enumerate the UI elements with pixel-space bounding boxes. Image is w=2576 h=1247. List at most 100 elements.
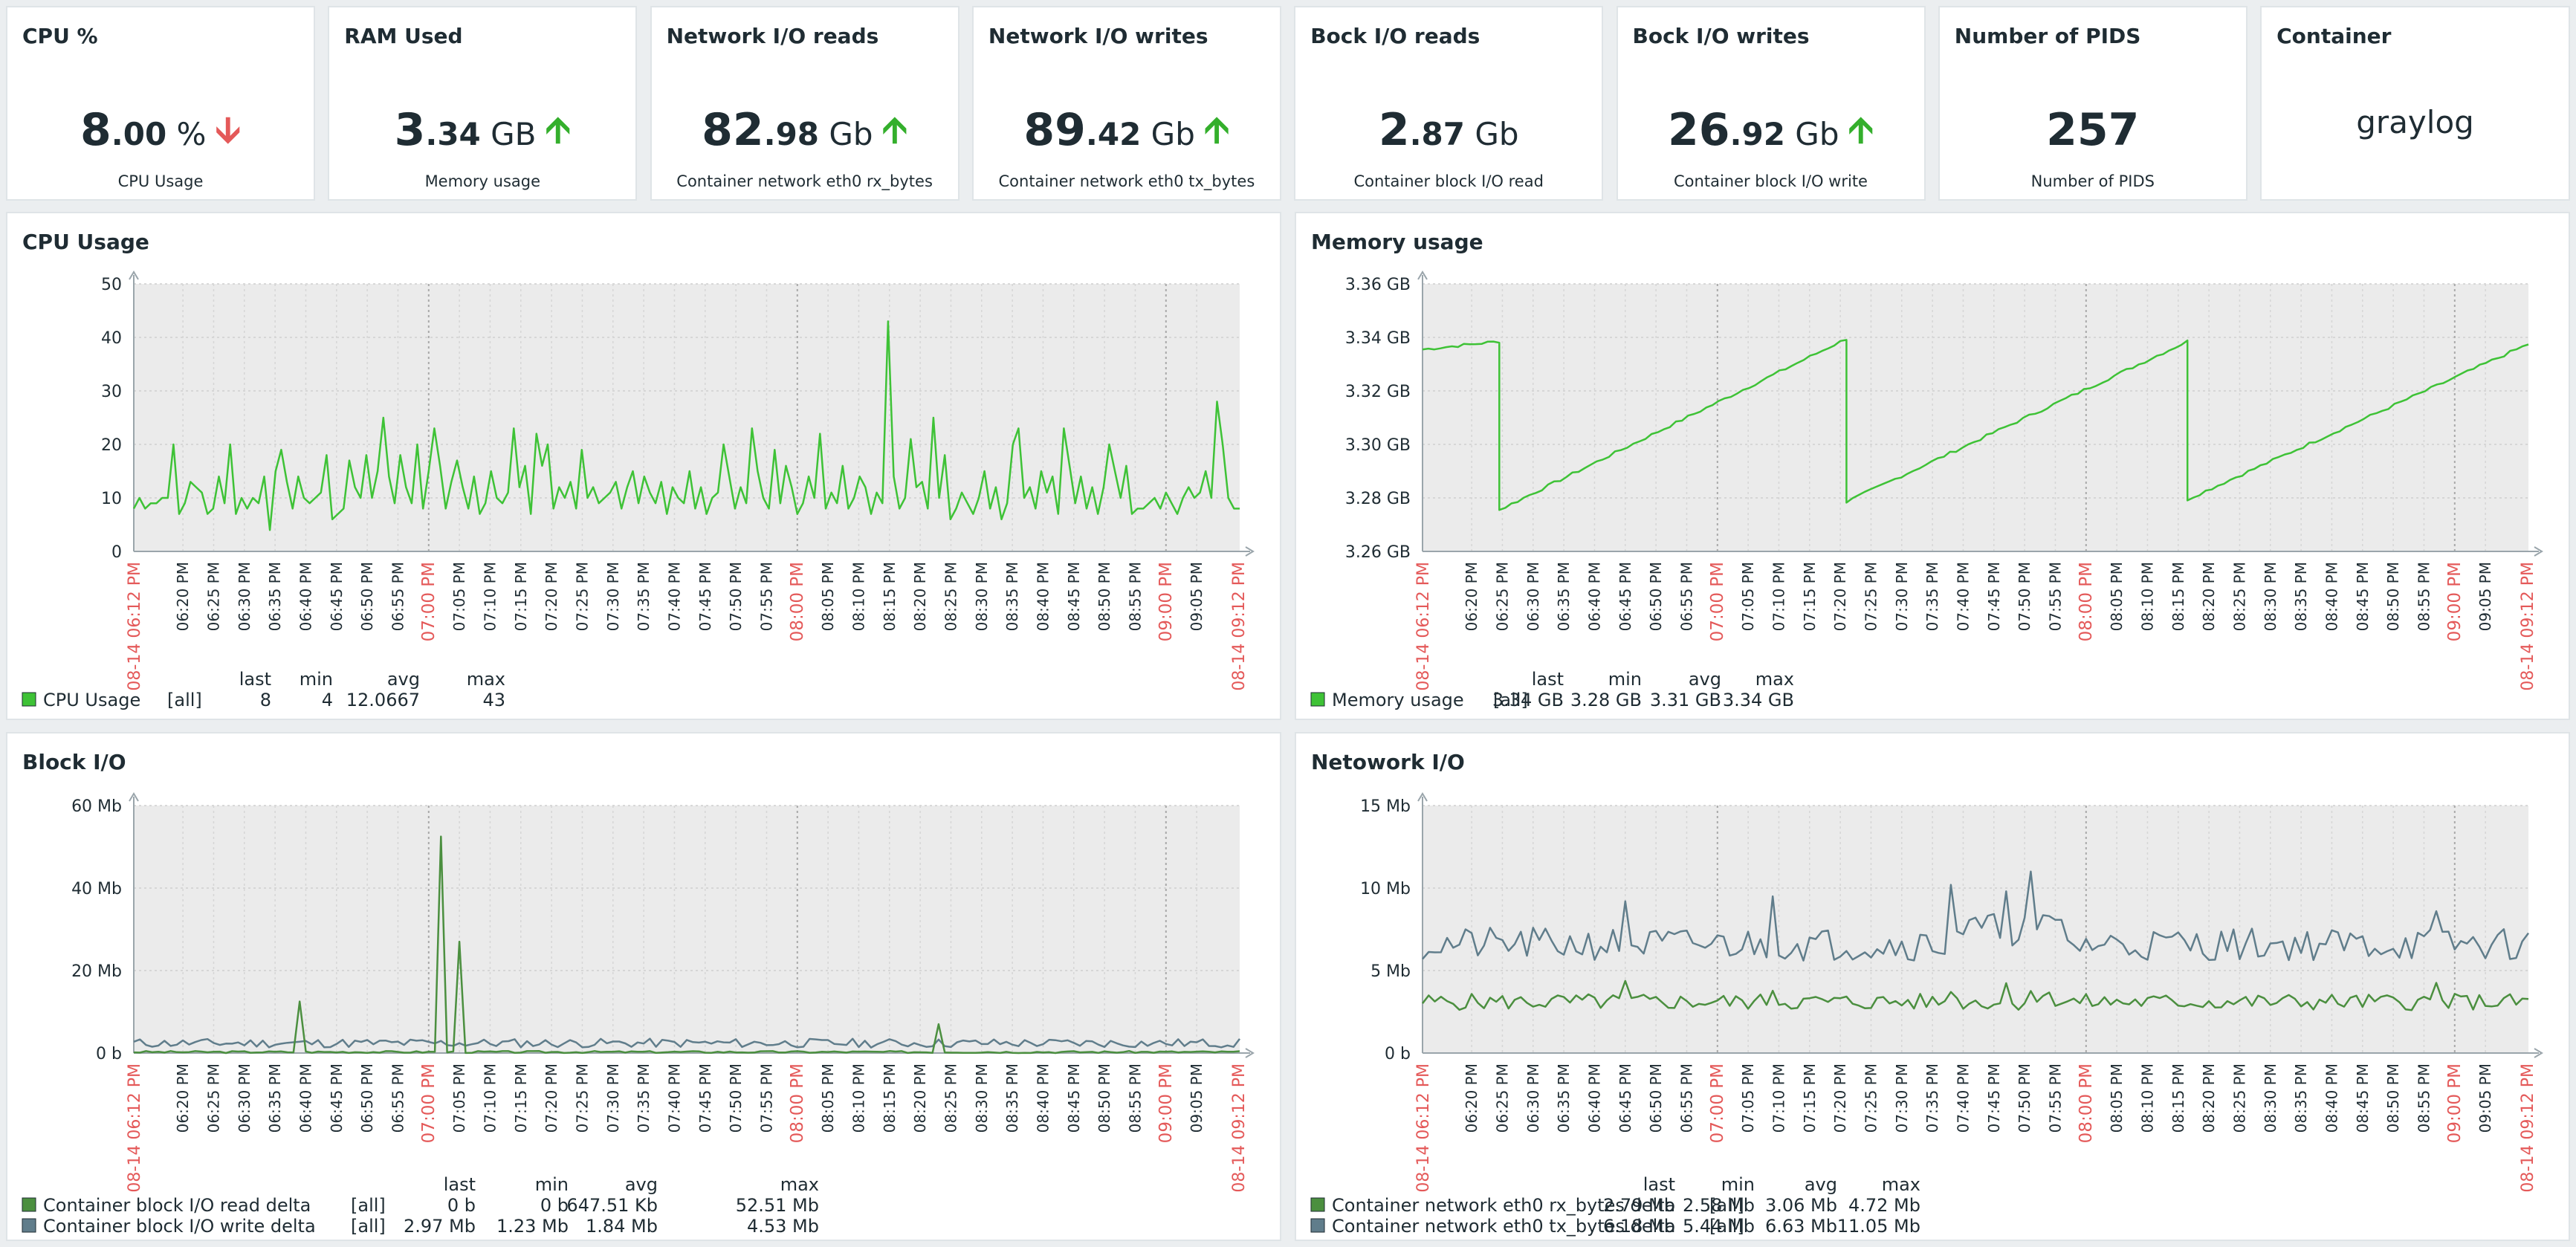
x-tick-label: 07:20 PM: [1831, 1063, 1849, 1133]
x-tick-label: 07:35 PM: [1923, 562, 1941, 631]
x-tick-label: 07:05 PM: [450, 1063, 468, 1133]
x-end-label: 08-14 09:12 PM: [1230, 562, 1249, 691]
legend-agg: [all]: [167, 690, 202, 710]
x-tick-label: 08:40 PM: [2323, 562, 2340, 631]
stat-widget-description: Number of PIDS: [2030, 172, 2155, 190]
x-tick-label: 08:25 PM: [942, 1063, 959, 1133]
y-tick-label: 3.32 GB: [1345, 383, 1411, 401]
legend-series-name: CPU Usage: [43, 690, 140, 710]
stat-unit: Gb: [1141, 116, 1195, 152]
stat-widget-title: Number of PIDS: [1954, 24, 2141, 48]
network-io-graph-card: Netowork I/O 0 b 5 Mb 10 Mb 15 Mb 08-14 06:1…: [1295, 732, 2570, 1241]
x-tick-label: 09:05 PM: [1188, 1063, 1206, 1133]
legend-stat-value: 52.51 Mb: [736, 1195, 819, 1216]
x-tick-label: 07:55 PM: [2046, 1063, 2064, 1133]
x-tick-label: 08:55 PM: [2415, 1063, 2433, 1133]
legend-stat-value: 1.23 Mb: [496, 1216, 569, 1237]
legend-header: min: [535, 1174, 569, 1195]
y-tick-label: 5 Mb: [1370, 962, 1411, 981]
y-tick-label: 20: [101, 436, 122, 455]
x-tick-label: 08:15 PM: [2169, 1063, 2187, 1133]
stat-widget: Number of PIDS 257 Number of PIDS: [1938, 6, 2247, 201]
legend-swatch: [1310, 1218, 1325, 1233]
trend-up-arrow-icon: 🡩: [1203, 109, 1230, 151]
x-tick-label: 08:45 PM: [2354, 1063, 2372, 1133]
x-axis-arrow-icon: [1245, 546, 1255, 557]
x-tick-label: 06:35 PM: [266, 562, 284, 631]
x-tick-label: 07:55 PM: [757, 562, 775, 631]
y-tick-label: 0 b: [1385, 1045, 1411, 1063]
x-tick-label: 07:45 PM: [1985, 1063, 2003, 1133]
legend-stat-value: 2.79 Mb: [1603, 1195, 1675, 1216]
stat-integer-part: 89: [1023, 104, 1086, 156]
cpu-usage-chart[interactable]: 0 10 20 30 40 50 08-14 06:12 PM 06:20 PM 06:25 P…: [7, 213, 1283, 722]
x-tick-label: 06:50 PM: [1647, 562, 1665, 631]
stat-widget-title: CPU %: [22, 24, 98, 48]
stat-widget: Bock I/O writes 26.92 Gb 🡩 Container block …: [1616, 6, 1926, 201]
x-tick-label: 07:30 PM: [604, 562, 622, 631]
x-tick-label: 06:45 PM: [1617, 562, 1634, 631]
x-tick-label: 07:15 PM: [512, 1063, 530, 1133]
memory-usage-graph-card: Memory usage 3.26 GB 3.28 GB 3.30 GB 3.32 G…: [1295, 212, 2570, 720]
stat-unit: GB: [480, 116, 537, 152]
x-end-label: 08-14 09:12 PM: [2519, 562, 2537, 691]
legend-stat-value: 43: [482, 690, 505, 710]
x-tick-label: 06:25 PM: [204, 562, 222, 631]
x-tick-label: 09:05 PM: [2476, 562, 2494, 631]
x-tick-label: 06:25 PM: [1493, 1063, 1511, 1133]
x-tick-label: 08:00 PM: [788, 1063, 807, 1143]
x-tick-label: 06:45 PM: [328, 562, 346, 631]
x-tick-label: 07:00 PM: [419, 562, 438, 641]
legend-header: last: [1532, 669, 1564, 690]
x-tick-label: 08:10 PM: [850, 562, 867, 631]
stat-widget: Bock I/O reads 2.87 Gb Container block I/O…: [1294, 6, 1604, 201]
x-tick-label: 08:10 PM: [850, 1063, 867, 1133]
legend-header: min: [1608, 669, 1642, 690]
x-tick-label: 09:05 PM: [2476, 1063, 2494, 1133]
x-tick-label: 08:35 PM: [1003, 562, 1021, 631]
x-tick-label: 07:00 PM: [419, 1063, 438, 1143]
x-tick-label: 08:50 PM: [1096, 1063, 1113, 1133]
x-tick-label: 08:20 PM: [2200, 1063, 2218, 1133]
memory-usage-chart[interactable]: 3.26 GB 3.28 GB 3.30 GB 3.32 GB 3.34 GB 3.36 …: [1296, 213, 2572, 722]
stat-integer-part: 8: [80, 104, 111, 156]
x-tick-label: 09:00 PM: [1156, 1063, 1176, 1143]
legend-stat-value: 4: [322, 690, 333, 710]
legend-stat-value: 11.05 Mb: [1837, 1216, 1920, 1237]
stat-widget-value: 257: [1940, 104, 2246, 156]
y-tick-label: 3.28 GB: [1345, 490, 1411, 508]
x-tick-label: 08:55 PM: [1126, 1063, 1144, 1133]
stat-widget-description: Container block I/O write: [1674, 172, 1868, 190]
x-tick-label: 08:30 PM: [2262, 1063, 2279, 1133]
x-tick-label: 06:25 PM: [1493, 562, 1511, 631]
y-axis-arrow-icon: [129, 271, 139, 280]
legend-header: avg: [1805, 1174, 1837, 1195]
legend-header: avg: [387, 669, 420, 690]
x-tick-label: 08:20 PM: [911, 562, 929, 631]
block-io-chart[interactable]: 0 b 20 Mb 40 Mb 60 Mb 08-14 06:12 PM 06:20 PM…: [7, 733, 1283, 1243]
x-tick-label: 07:20 PM: [543, 562, 560, 631]
stat-plain-value: graylog: [2356, 104, 2474, 140]
legend-agg: [all]: [1493, 690, 1528, 710]
y-axis-arrow-icon: [1417, 271, 1428, 280]
x-tick-label: 08:15 PM: [881, 562, 899, 631]
y-tick-label: 3.26 GB: [1345, 543, 1411, 562]
stat-widget-title: Network I/O writes: [988, 24, 1208, 48]
network-io-chart[interactable]: 0 b 5 Mb 10 Mb 15 Mb 08-14 06:12 PM 06:20 PM 0…: [1296, 733, 2572, 1243]
x-tick-label: 06:40 PM: [1585, 562, 1603, 631]
x-tick-label: 07:50 PM: [727, 562, 745, 631]
y-tick-label: 15 Mb: [1360, 797, 1411, 816]
x-tick-label: 06:30 PM: [236, 562, 253, 631]
stat-integer-part: 26: [1668, 104, 1730, 156]
stat-widget: Network I/O reads 82.98 Gb 🡩 Container netw…: [650, 6, 959, 201]
x-tick-label: 07:40 PM: [1954, 1063, 1972, 1133]
x-tick-label: 07:50 PM: [2016, 1063, 2033, 1133]
y-tick-label: 10: [101, 490, 122, 508]
legend-header: last: [239, 669, 271, 690]
stat-widget-title: Container: [2276, 24, 2392, 48]
x-tick-label: 08:50 PM: [2384, 562, 2402, 631]
stat-widget-value: 2.87 Gb: [1295, 104, 1602, 156]
y-tick-label: 60 Mb: [71, 797, 122, 816]
x-tick-label: 07:10 PM: [481, 562, 499, 631]
x-tick-label: 07:45 PM: [1985, 562, 2003, 631]
